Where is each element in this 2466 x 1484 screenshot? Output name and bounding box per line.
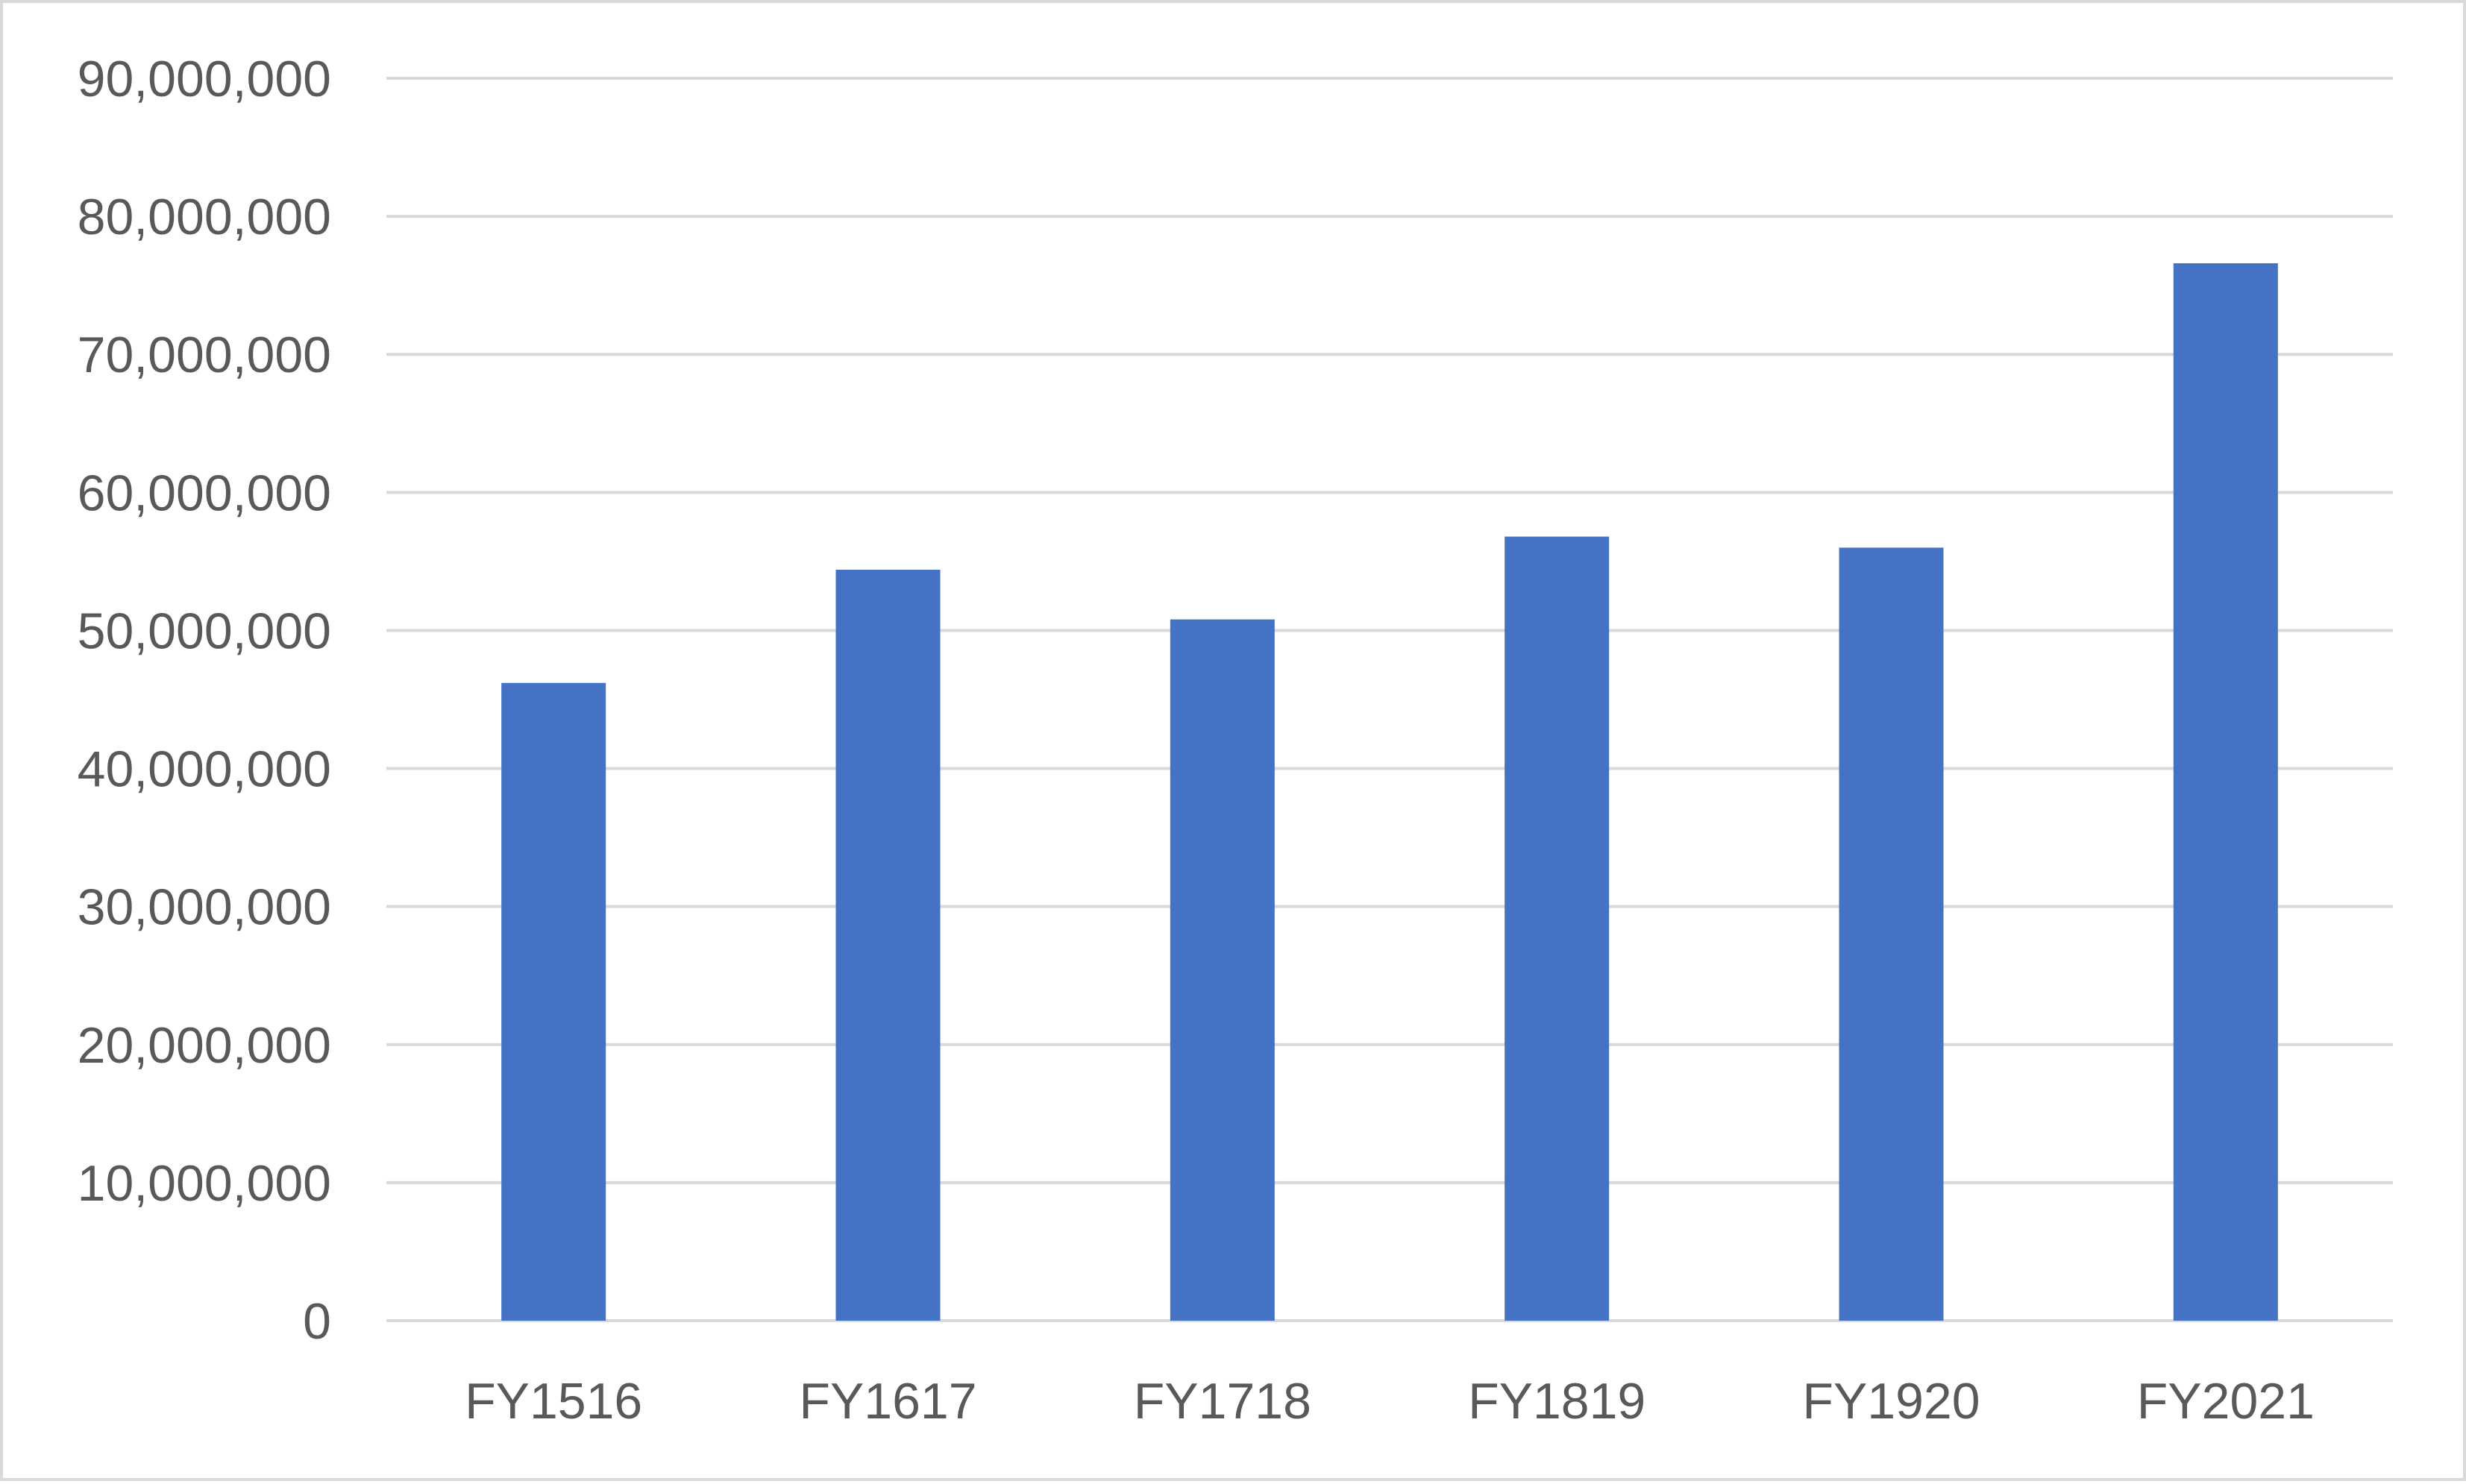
y-tick-label: 10,000,000 [78,1155,331,1212]
x-axis-tick-labels: FY1516 FY1617 FY1718 FY1819 FY1920 FY2021 [465,1373,2315,1430]
bar-fy1819 [1505,536,1610,1321]
bars [501,263,2278,1321]
x-tick-label: FY2021 [2137,1373,2315,1430]
y-tick-label: 70,000,000 [78,327,331,383]
y-tick-label: 60,000,000 [78,465,331,521]
x-tick-label: FY1617 [799,1373,976,1430]
bar-fy1516 [501,682,606,1321]
y-tick-label: 30,000,000 [78,879,331,936]
y-tick-label: 20,000,000 [78,1017,331,1074]
bar-fy2021 [2173,263,2278,1321]
y-tick-label: 90,000,000 [78,51,331,107]
y-tick-label: 80,000,000 [78,189,331,245]
x-tick-label: FY1819 [1468,1373,1645,1430]
bar-fy1920 [1839,547,1944,1321]
bar-chart: 0 10,000,000 20,000,000 30,000,000 40,000,00… [78,51,2393,1430]
x-tick-label: FY1920 [1802,1373,1980,1430]
x-tick-label: FY1718 [1134,1373,1311,1430]
gridlines [386,77,2393,1322]
y-tick-label: 0 [303,1293,331,1350]
bar-fy1718 [1170,619,1275,1321]
y-tick-label: 40,000,000 [78,741,331,798]
x-tick-label: FY1516 [465,1373,642,1430]
y-tick-label: 50,000,000 [78,603,331,659]
bar-fy1617 [835,569,941,1321]
y-axis-tick-labels: 0 10,000,000 20,000,000 30,000,000 40,000,00… [78,51,331,1350]
